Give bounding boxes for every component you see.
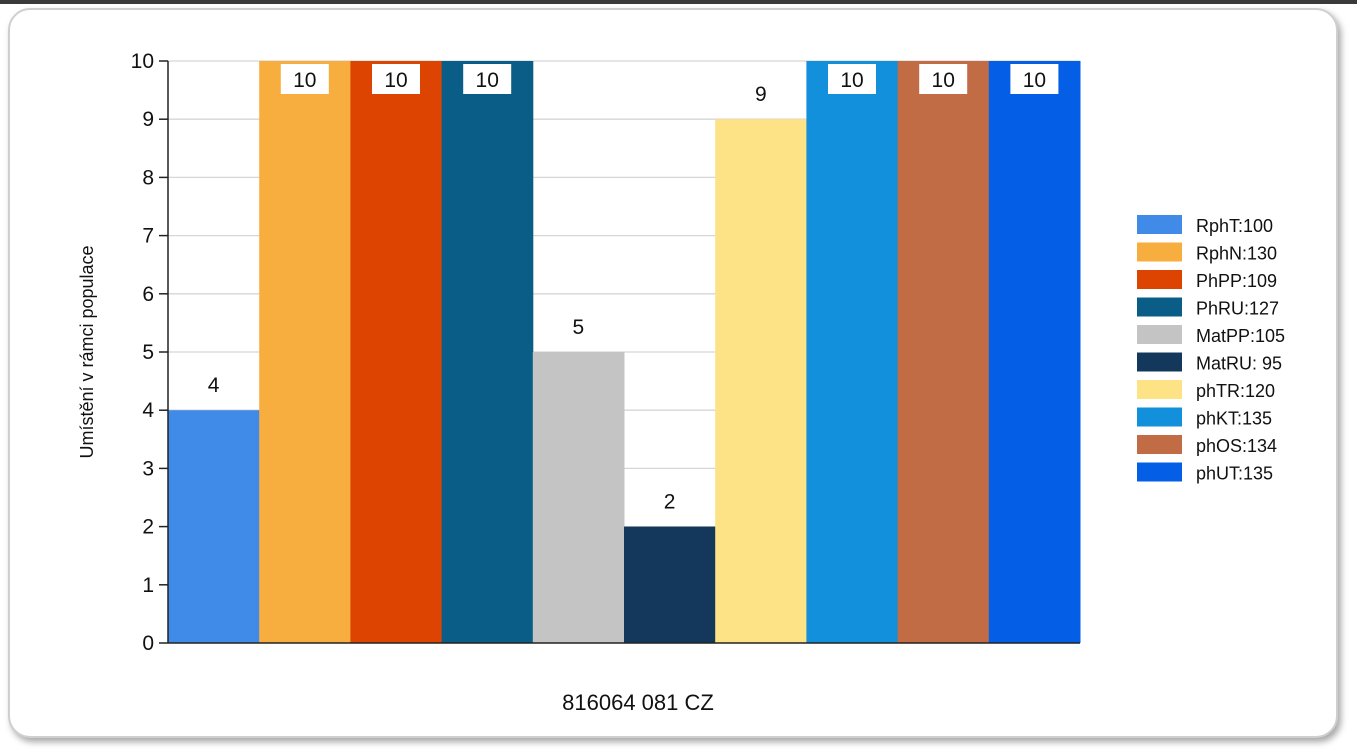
data-label-box — [280, 64, 329, 94]
legend: RphT:100 RphN:130 PhPP:109 PhRU:127 MatPP:10… — [1137, 212, 1330, 489]
legend-swatch — [1137, 270, 1182, 289]
bar — [168, 410, 260, 643]
data-label: 10 — [932, 69, 955, 92]
bar — [532, 352, 625, 643]
legend-label: PhPP:109 — [1196, 271, 1277, 291]
y-axis-title: Umístění v rámci populace — [77, 245, 97, 458]
bar — [624, 526, 716, 643]
data-label-box — [919, 64, 968, 94]
data-label-box — [372, 64, 420, 94]
legend-swatch — [1137, 462, 1182, 482]
y-tick-label: 2 — [142, 516, 154, 539]
y-tick-label: 7 — [142, 225, 154, 248]
legend-swatch — [1137, 352, 1182, 372]
data-label: 10 — [476, 69, 499, 92]
legend-swatch — [1137, 435, 1182, 454]
legend-label: phOS:134 — [1196, 436, 1277, 456]
legend-label: PhRU:127 — [1196, 299, 1279, 319]
bars — [168, 61, 1081, 643]
y-tick-label: 3 — [142, 457, 154, 480]
bar — [897, 61, 990, 643]
legend-label: RphN:130 — [1196, 244, 1277, 264]
y-tick-label: 6 — [142, 283, 154, 306]
legend-label: RphT:100 — [1196, 216, 1273, 236]
legend-label: phTR:120 — [1196, 381, 1275, 401]
legend-label: phKT:135 — [1196, 409, 1272, 429]
data-label-box — [828, 64, 876, 94]
y-tick-label: 8 — [142, 166, 154, 189]
data-label: 10 — [1023, 69, 1046, 92]
bar — [715, 119, 807, 643]
legend-label: MatRU: 95 — [1196, 354, 1282, 374]
data-label: 9 — [755, 83, 767, 106]
data-label: 4 — [208, 374, 220, 397]
data-label: 2 — [664, 491, 676, 514]
legend-label: MatPP:105 — [1196, 326, 1285, 346]
data-label: 10 — [384, 69, 407, 92]
data-label: 5 — [573, 316, 585, 339]
y-tick-label: 10 — [131, 50, 154, 73]
y-tick-label: 5 — [142, 341, 154, 364]
legend-swatch — [1137, 297, 1182, 317]
bar — [441, 61, 534, 643]
bar — [259, 61, 351, 643]
data-labels: 4 10 10 10 5 2 9 10 10 10 — [208, 64, 1059, 514]
bar — [806, 61, 899, 643]
data-label-box — [1010, 64, 1059, 94]
legend-swatch — [1137, 325, 1182, 344]
top-rule — [0, 0, 1357, 4]
y-ticks: 0 1 2 3 4 5 6 7 8 9 10 — [131, 50, 168, 655]
legend-swatch — [1137, 380, 1182, 399]
bar — [350, 61, 443, 643]
legend-swatch — [1137, 215, 1182, 234]
data-label: 10 — [840, 69, 863, 92]
legend-swatch — [1137, 407, 1182, 427]
legend-label: phUT:135 — [1196, 464, 1273, 484]
bar — [988, 61, 1081, 643]
data-label-box — [463, 64, 512, 94]
y-tick-label: 0 — [142, 632, 154, 655]
y-tick-label: 1 — [142, 574, 154, 597]
y-tick-label: 9 — [142, 108, 154, 131]
x-axis-title: 816064 081 CZ — [562, 690, 714, 715]
legend-swatch — [1137, 242, 1182, 262]
y-tick-label: 4 — [142, 399, 154, 422]
data-label: 10 — [293, 69, 316, 92]
